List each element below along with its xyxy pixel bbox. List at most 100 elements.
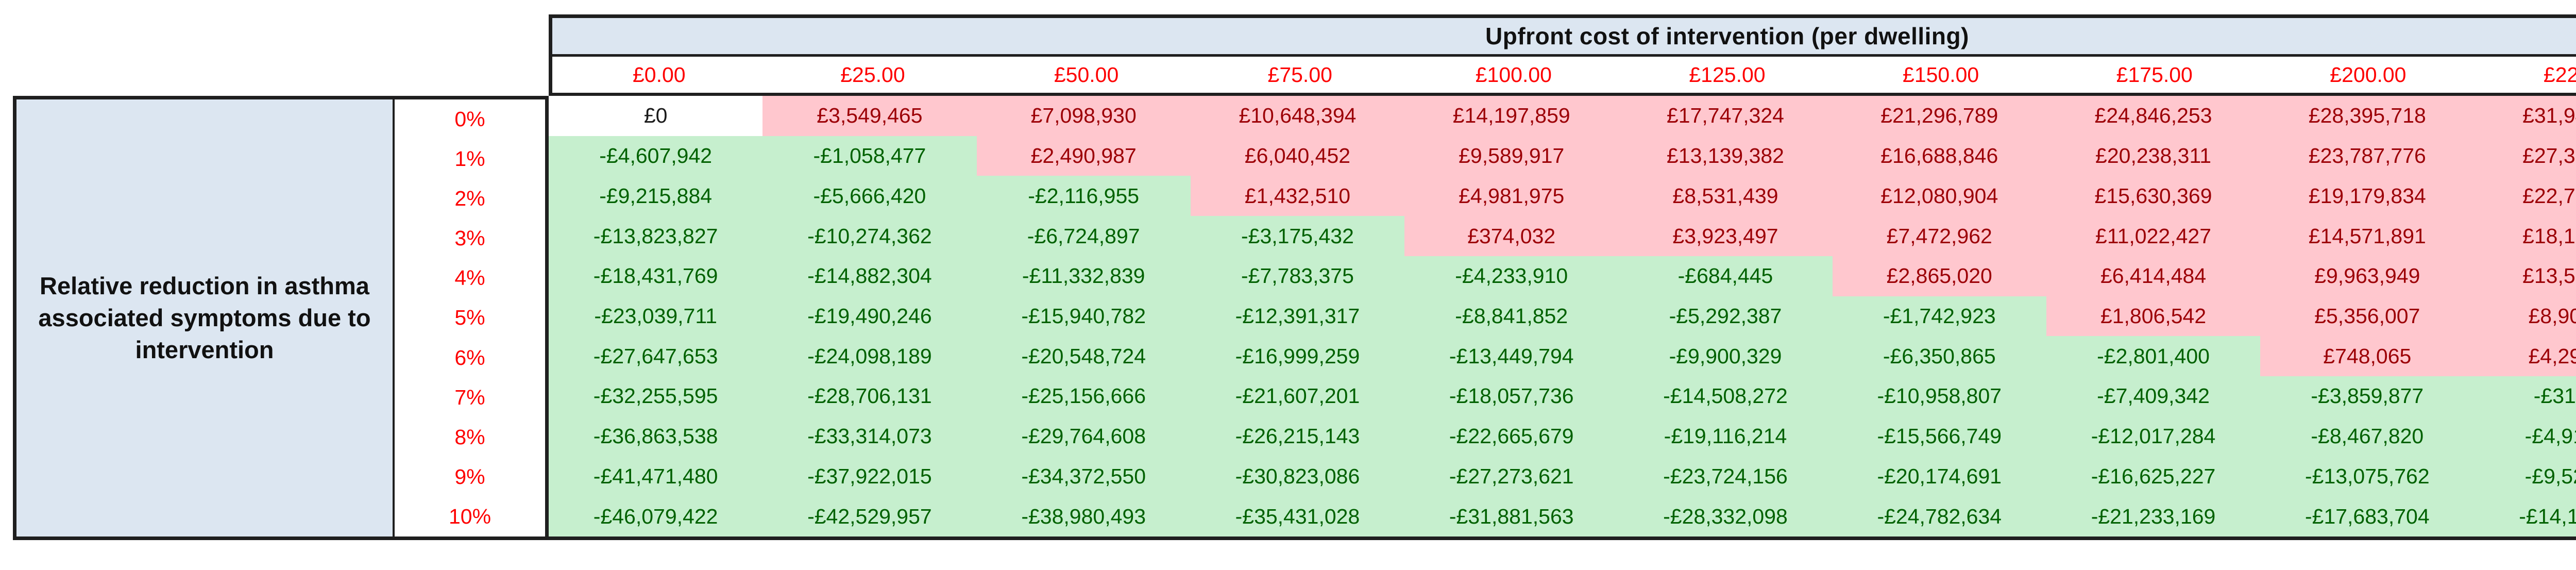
data-cell: -£29,764,608: [976, 416, 1191, 457]
data-cell: -£684,445: [1618, 256, 1833, 296]
data-cell: -£25,156,666: [976, 376, 1191, 416]
data-cell: -£2,801,400: [2046, 336, 2261, 377]
data-cell: £2,490,987: [976, 136, 1191, 176]
data-cell: £17,747,324: [1618, 96, 1833, 136]
data-cell: £5,356,007: [2260, 296, 2475, 337]
data-cell: -£27,647,653: [549, 336, 763, 377]
row-label: 7%: [454, 385, 485, 409]
data-cell: -£37,922,015: [762, 456, 977, 497]
data-cell: -£2,116,955: [976, 176, 1191, 216]
row-labels-column: 0% 1% 2% 3% 4% 5% 6% 7% 8% 9% 10%: [395, 99, 545, 537]
data-cell: -£19,490,246: [762, 296, 977, 337]
data-cell: -£10,958,807: [1832, 376, 2046, 416]
data-cell: £6,414,484: [2046, 256, 2261, 296]
data-cell: -£1,058,477: [762, 136, 977, 176]
column-header: £100.00: [1475, 62, 1552, 87]
data-cell: -£6,350,865: [1832, 336, 2046, 377]
data-cell: £14,197,859: [1404, 96, 1619, 136]
data-cell: -£18,057,736: [1404, 376, 1619, 416]
column-header: £150.00: [1903, 62, 1979, 87]
row-label: 6%: [454, 345, 485, 370]
data-cell: -£21,607,201: [1190, 376, 1405, 416]
data-cell: -£33,314,073: [762, 416, 977, 457]
data-cell: £374,032: [1404, 216, 1619, 256]
data-cell: £13,513,414: [2474, 256, 2576, 296]
data-cell: £16,688,846: [1832, 136, 2046, 176]
row-label: 9%: [454, 464, 485, 489]
data-cell: £3,923,497: [1618, 216, 1833, 256]
data-cell: -£38,980,493: [976, 496, 1191, 537]
data-cell: -£32,255,595: [549, 376, 763, 416]
data-cell: -£20,174,691: [1832, 456, 2046, 497]
data-cell: -£18,431,769: [549, 256, 763, 296]
data-cell: -£22,665,679: [1404, 416, 1619, 457]
row-label: 3%: [454, 226, 485, 250]
data-cell: -£5,292,387: [1618, 296, 1833, 337]
data-cell: -£9,900,329: [1618, 336, 1833, 377]
data-cell: -£24,098,189: [762, 336, 977, 377]
data-cell: £1,806,542: [2046, 296, 2261, 337]
data-cell: £19,179,834: [2260, 176, 2475, 216]
row-axis-label: Relative reduction in asthma associated …: [16, 99, 395, 537]
column-header: £0.00: [633, 62, 686, 87]
data-cell: £1,432,510: [1190, 176, 1405, 216]
data-cell: -£26,215,143: [1190, 416, 1405, 457]
data-cell: £0: [549, 96, 763, 136]
data-cell: -£9,215,884: [549, 176, 763, 216]
data-cell: £8,905,472: [2474, 296, 2576, 337]
data-cell: £18,121,356: [2474, 216, 2576, 256]
data-cell: -£35,431,028: [1190, 496, 1405, 537]
data-cell: -£41,471,480: [549, 456, 763, 497]
data-cell: -£13,823,827: [549, 216, 763, 256]
data-cell: -£20,548,724: [976, 336, 1191, 377]
data-cell: -£31,881,563: [1404, 496, 1619, 537]
data-cell: -£17,683,704: [2260, 496, 2475, 537]
data-cell: -£24,782,634: [1832, 496, 2046, 537]
data-cell: £27,337,241: [2474, 136, 2576, 176]
data-cell: -£8,467,820: [2260, 416, 2475, 457]
data-cell: -£16,625,227: [2046, 456, 2261, 497]
data-cell: £3,549,465: [762, 96, 977, 136]
data-cell: -£8,841,852: [1404, 296, 1619, 337]
data-cell: -£11,332,839: [976, 256, 1191, 296]
data-cell: £8,531,439: [1618, 176, 1833, 216]
data-cell: -£30,823,086: [1190, 456, 1405, 497]
data-cell: -£9,526,297: [2474, 456, 2576, 497]
data-cell: £2,865,020: [1832, 256, 2046, 296]
data-cell: -£3,859,877: [2260, 376, 2475, 416]
data-cell: -£21,233,169: [2046, 496, 2261, 537]
data-cell: £31,945,183: [2474, 96, 2576, 136]
data-cell: -£7,409,342: [2046, 376, 2261, 416]
data-cell: £14,571,891: [2260, 216, 2475, 256]
data-cell: -£7,783,375: [1190, 256, 1405, 296]
data-cell: -£5,666,420: [762, 176, 977, 216]
column-header: £200.00: [2330, 62, 2406, 87]
data-cell: -£27,273,621: [1404, 456, 1619, 497]
data-cell: £23,787,776: [2260, 136, 2475, 176]
data-cell: -£310,413: [2474, 376, 2576, 416]
row-label: 2%: [454, 187, 485, 211]
data-cell: £4,981,975: [1404, 176, 1619, 216]
data-cell: £9,963,949: [2260, 256, 2475, 296]
data-cell: -£14,508,272: [1618, 376, 1833, 416]
data-cell: -£36,863,538: [549, 416, 763, 457]
column-headers: £0.00 £25.00 £50.00 £75.00 £100.00 £125.00 £15…: [549, 57, 2576, 96]
data-cell: -£1,742,923: [1832, 296, 2046, 337]
row-axis-block: Relative reduction in asthma associated …: [13, 96, 549, 540]
column-header: £125.00: [1689, 62, 1766, 87]
data-cell: -£42,529,957: [762, 496, 977, 537]
data-cell: -£4,918,355: [2474, 416, 2576, 457]
data-cell: £6,040,452: [1190, 136, 1405, 176]
data-cell: £21,296,789: [1832, 96, 2046, 136]
row-label: 4%: [454, 266, 485, 290]
data-cell: -£46,079,422: [549, 496, 763, 537]
column-header: £225.00: [2543, 62, 2576, 87]
column-header: £25.00: [840, 62, 905, 87]
data-cell: -£28,706,131: [762, 376, 977, 416]
row-label: 8%: [454, 425, 485, 449]
data-cell: -£4,607,942: [549, 136, 763, 176]
data-cell: -£34,372,550: [976, 456, 1191, 497]
data-grid: £0 £3,549,465 £7,098,930 £10,648,394 £14,197…: [549, 96, 2576, 540]
data-cell: -£3,175,432: [1190, 216, 1405, 256]
data-cell: -£15,940,782: [976, 296, 1191, 337]
